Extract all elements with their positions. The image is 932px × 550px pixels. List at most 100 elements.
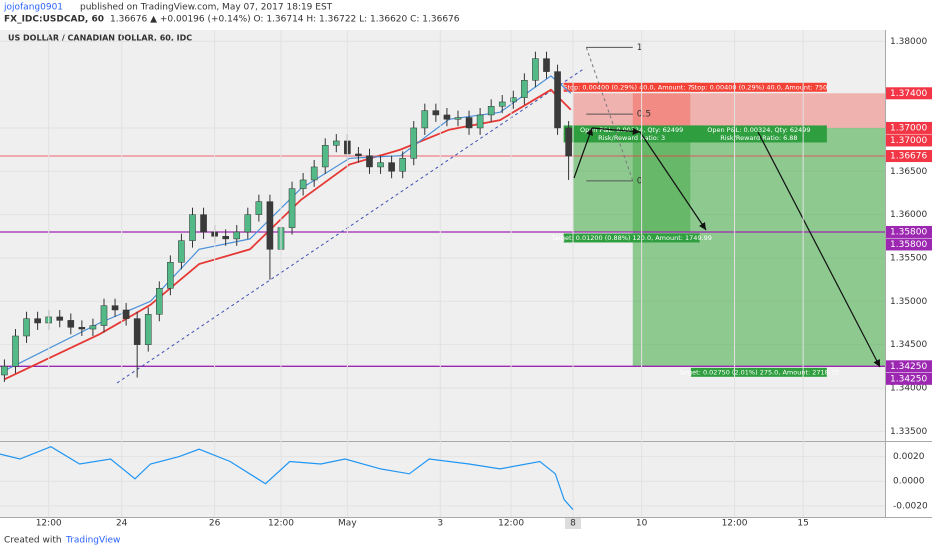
candle-body [366,155,373,168]
candle-body [89,325,97,330]
candle-body [410,127,418,159]
moving-average [4,88,572,381]
candle-body [355,153,362,156]
oscillator-line [0,446,574,510]
candle-body [167,262,174,289]
candle-body [244,214,252,233]
target-label-bg [690,367,827,377]
candle-body [432,110,440,116]
price-tag-label: 1.35800 [890,227,927,237]
candle-body [200,214,207,233]
x-tick-label: May [338,519,357,529]
candle-body [34,318,41,324]
fib-level-label: 1 [637,43,643,53]
main-pane: Stop: 0.00400 (0.29%) 40.0, Amount: 750 O… [0,40,885,432]
fib-level-label: 0.5 [637,110,651,120]
publisher[interactable]: jojofang0901 [3,3,63,13]
candle-body [521,80,528,98]
x-tick-label: 26 [209,519,221,529]
candle-body [233,231,241,240]
y-tick-label: 1.36000 [890,210,927,220]
candle-body [421,110,429,129]
price-tag-label: 1.34250 [890,362,927,372]
price-tag [886,372,932,385]
layers: Stop: 0.00400 (0.29%) 40.0, Amount: 750 O… [0,30,932,529]
candle-body [487,106,495,116]
candle-body [465,117,473,129]
candle-body [12,335,19,367]
stop-label: Stop: 0.00400 (0.29%) 40.0, Amount: 750 [563,83,700,91]
candle-body [443,114,451,120]
candle-body [288,188,296,228]
quote: 1.36676 ▲ +0.00196 (+0.14%) O: 1.36714 H… [110,15,460,25]
candle-body [333,140,340,146]
candle-body [476,114,484,129]
candle-body [111,305,119,311]
candle-body [532,58,539,81]
price-tag [886,360,932,373]
candle-body [23,318,30,337]
price-tag [886,150,932,163]
y-tick-label: 1.38000 [890,37,927,47]
x-tick-label: 12:00 [722,519,748,529]
x-tick-label: 24 [116,519,128,529]
osc-tick-label: 0.0020 [893,452,925,462]
candle-body [388,162,395,172]
price-tag-label: 1.37400 [890,89,927,99]
candle-body [498,101,506,107]
candle-body [255,201,263,215]
target-label: Target: 0.01200 (0.88%) 120.0, Amount: 1… [550,234,712,242]
x-tick-label: 12:00 [36,519,62,529]
target-label: Target: 0.02750 (2.01%) 275.0, Amount: 2… [678,368,840,376]
candle-body [178,240,185,263]
footer-brand[interactable]: TradingView [65,536,120,546]
candle-body [156,288,163,315]
chart-title: US DOLLAR / CANADIAN DOLLAR, 60, IDC [8,34,192,43]
price-tag-label: 1.35800 [890,240,927,250]
pnl-label: Open P&L: 0.00324, Qty: 62499 [580,126,683,134]
candle-body [554,71,561,129]
x-tick-highlight [565,518,582,529]
arrow [757,131,881,368]
pnl-label-bg [690,125,827,135]
candle-body [144,314,152,345]
stop-zone [573,93,691,128]
candle-body [310,166,318,181]
rr-label-bg [690,133,827,143]
y-tick-label: 1.34000 [890,383,927,393]
price-tag [886,134,932,147]
x-tick-label: 10 [636,519,648,529]
pnl-label-bg [563,125,700,135]
price-tag [886,121,932,134]
price-tag [886,238,932,251]
footer: Created with [4,536,62,546]
candle-body [543,58,550,72]
y-tick-label: 1.35500 [890,253,927,263]
candle-body [399,158,406,172]
candle-body [222,236,229,240]
candle-body [565,127,572,157]
target-zone [632,127,885,367]
price-tag-label: 1.36676 [890,152,927,162]
y-tick-label: 1.33500 [890,427,927,437]
osc-tick-label: -0.0020 [893,501,928,511]
candle-body [67,320,75,328]
price-tag-label: 1.34250 [890,374,927,384]
price-tag-label: 1.37000 [890,136,927,146]
x-tick-label: 15 [797,519,808,529]
pnl-label: Open P&L: 0.00324, Qty: 62499 [707,126,810,134]
stop-label-bg [690,82,827,92]
price-tag [886,225,932,238]
candle-body [122,309,130,319]
target-label-bg [563,233,700,243]
x-tick-label: 12:00 [498,519,524,529]
candle-body [321,145,329,168]
x-tick-label: 3 [437,519,443,529]
candle-body [266,201,274,250]
x-tick-label: 8 [570,519,576,529]
price-tag-label: 1.37000 [890,123,927,133]
candle-body [510,97,517,103]
fib-level-label: 0 [637,176,643,186]
candle-body [78,327,86,330]
